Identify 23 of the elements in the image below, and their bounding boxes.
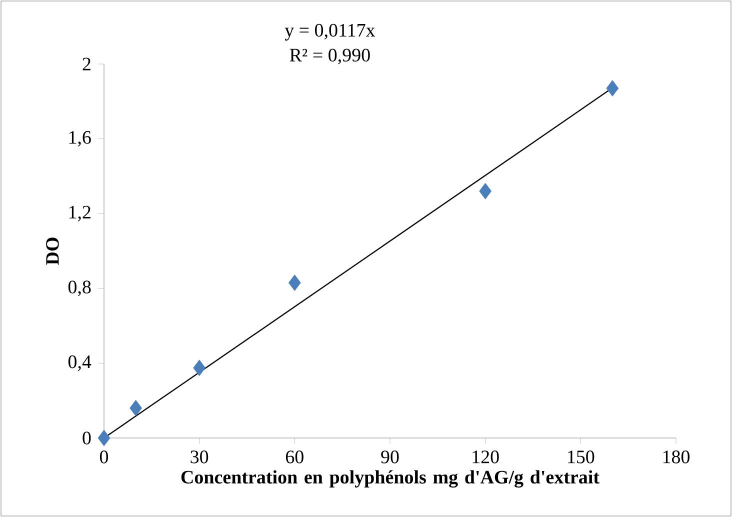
y-axis-title: DO (46, 238, 59, 265)
x-tick-label: 0 (100, 450, 108, 464)
point (193, 360, 206, 376)
point (130, 400, 142, 416)
x-tick-label: 120 (472, 450, 499, 464)
point (479, 182, 492, 200)
point (98, 430, 110, 446)
text: y = 0,0117x (284, 24, 376, 41)
x-tick-label: 90 (381, 450, 399, 464)
x-tick-label: 30 (190, 450, 208, 464)
point (288, 274, 301, 291)
x-axis-title: Concentration en polyphénols mg d'AG/g d'extrait (181, 470, 600, 488)
x-tick-label: 180 (663, 450, 690, 464)
x-tick-label: 150 (568, 450, 594, 464)
x-tick-label: 60 (286, 450, 304, 464)
point (606, 80, 619, 97)
y-tick-label: 1,2 (69, 206, 90, 222)
y-tick-label: 0 (82, 432, 91, 444)
annotation: R² = 0,990 (290, 48, 370, 64)
y-tick-label: 2 (82, 58, 90, 70)
y-tick-label: 1,6 (69, 131, 91, 147)
y-tick-label: 0,8 (68, 280, 91, 296)
y-tick-label: 0,4 (68, 355, 92, 371)
